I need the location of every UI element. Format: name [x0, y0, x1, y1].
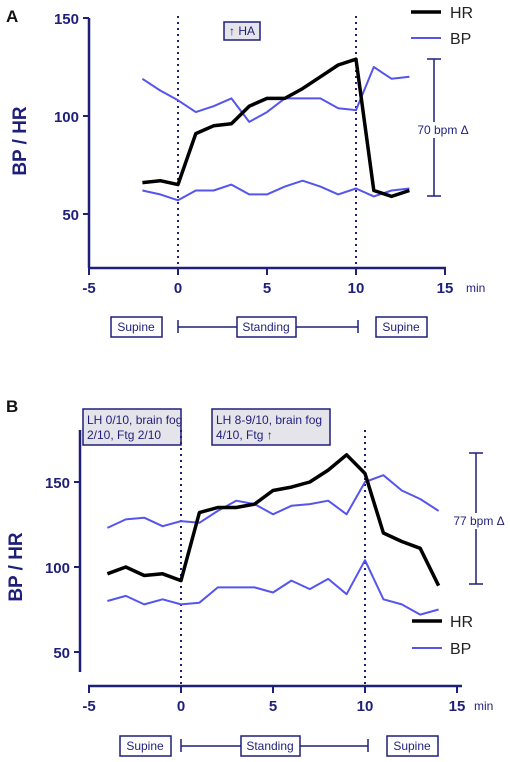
panel-a-ytick-label-50: 50 — [62, 207, 79, 224]
panel-a-xtick-label-5: 5 — [263, 280, 271, 297]
panel-a-y-axis-label: BP / HR — [10, 106, 31, 176]
panel-b-position-standing-box — [240, 735, 301, 757]
panel-a-delta-label-bg — [414, 122, 474, 138]
panel-b-annotation-standing-box — [211, 408, 331, 446]
panel-a-plot-area — [141, 57, 410, 202]
panel-a-delta-label: 70 bpm Δ — [417, 123, 468, 137]
panel-b-bp-systolic-line — [106, 474, 440, 529]
panel-b-position-standing: Standing — [246, 739, 293, 753]
panel-a-label: A — [6, 7, 18, 26]
panel-b-plot-area — [106, 453, 441, 616]
panel-b-legend-bp: BP — [450, 641, 471, 658]
panel-a-position-supine-before: Supine — [117, 320, 155, 334]
panel-a-xtick-label-0: 0 — [174, 280, 182, 297]
panel-a-ha-annotation: ↑ HA — [229, 24, 255, 38]
panel-b-hr-line — [106, 453, 441, 587]
panel-a-bp-diastolic-line — [142, 179, 410, 202]
panel-a-xtick-label--5: -5 — [82, 280, 95, 297]
panel-b-ytick-label-150: 150 — [45, 475, 70, 492]
panel-b-delta-label-bg — [450, 513, 508, 529]
panel-a-ha-annotation-box — [223, 21, 261, 41]
panel-b-xtick-label-5: 5 — [269, 698, 277, 715]
panel-b-position-supine-after-box — [386, 735, 439, 757]
panel-b-label: B — [6, 397, 18, 416]
panel-b-ytick-label-100: 100 — [45, 560, 70, 577]
panel-b-annotation-before-box — [82, 408, 182, 446]
panel-b-x-unit: min — [474, 699, 493, 713]
panel-b-position-supine-after: Supine — [393, 739, 431, 753]
panel-a-position-supine-after: Supine — [382, 320, 420, 334]
panel-b-position-supine-before: Supine — [126, 739, 164, 753]
panel-b-xtick-label-10: 10 — [357, 698, 374, 715]
panel-b-bp-diastolic-line — [107, 559, 439, 616]
panel-a-position-standing: Standing — [242, 320, 289, 334]
panel-a-position-supine-before-box — [110, 316, 163, 338]
panel-a-ytick-label-150: 150 — [54, 11, 79, 28]
panel-a-x-unit: min — [466, 281, 485, 295]
panel-b-annotation-before-line1: LH 0/10, brain fog — [87, 413, 182, 427]
panel-b-xtick-label-0: 0 — [177, 698, 185, 715]
panel-a-legend-hr: HR — [450, 5, 473, 22]
panel-b: B LH 0/10, brain fog 2/10, Ftg 2/10 LH 8… — [6, 397, 508, 757]
panel-a-position-supine-after-box — [375, 316, 428, 338]
panel-b-annotation-standing-line2: 4/10, Ftg ↑ — [216, 428, 273, 442]
panel-b-annotation-standing-line1: LH 8-9/10, brain fog — [216, 413, 322, 427]
panel-a-position-standing-box — [236, 316, 297, 338]
panel-a-ytick-label-100: 100 — [54, 109, 79, 126]
panel-b-position-supine-before-box — [119, 735, 172, 757]
panel-a-bp-systolic-line — [141, 66, 410, 123]
panel-b-xtick-label--5: -5 — [82, 698, 95, 715]
panel-b-delta-label: 77 bpm Δ — [453, 514, 504, 528]
panel-a: A 150 100 50 BP / HR -5 0 5 10 15 min ↑ … — [6, 5, 485, 338]
panel-b-legend-hr: HR — [450, 614, 473, 631]
panel-a-hr-line — [142, 57, 410, 199]
panel-a-xtick-label-15: 15 — [437, 280, 454, 297]
panel-b-y-axis-label: BP / HR — [6, 532, 27, 602]
panel-a-legend-bp: BP — [450, 31, 471, 48]
panel-b-ytick-label-50: 50 — [53, 645, 70, 662]
panel-a-xtick-label-10: 10 — [348, 280, 365, 297]
panel-b-xtick-label-15: 15 — [449, 698, 466, 715]
panel-b-annotation-before-line2: 2/10, Ftg 2/10 — [87, 428, 161, 442]
